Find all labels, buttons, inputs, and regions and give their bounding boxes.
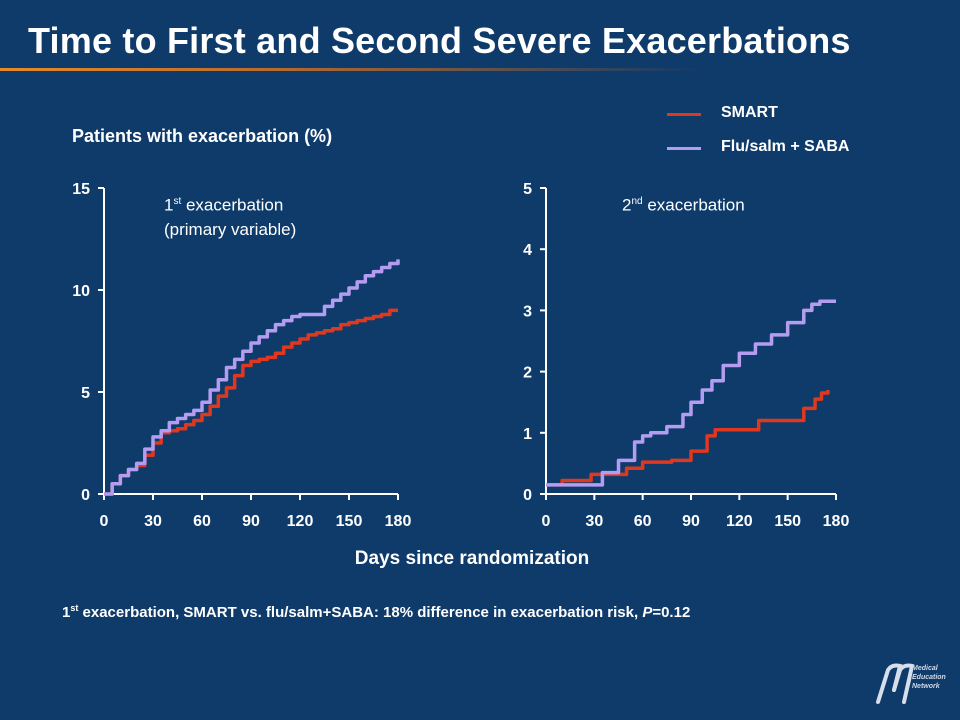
logo-line-2: Education bbox=[912, 674, 946, 681]
medical-education-network-logo bbox=[876, 663, 915, 704]
slide-title: Time to First and Second Severe Exacerba… bbox=[28, 20, 851, 61]
y-tick-label-second: 4 bbox=[523, 242, 532, 259]
logo-text: Medical Education Network bbox=[912, 664, 946, 691]
legend-label-smart: SMART bbox=[721, 104, 778, 121]
x-tick-label-second: 90 bbox=[682, 513, 700, 530]
series-line-first-flu-salm bbox=[104, 259, 400, 496]
panel-label-first: 1st exacerbation (primary variable) bbox=[164, 190, 296, 242]
title-underline bbox=[0, 68, 700, 71]
x-tick-label-first: 90 bbox=[242, 513, 260, 530]
x-tick-label-second: 0 bbox=[542, 513, 551, 530]
x-tick-label-first: 150 bbox=[336, 513, 363, 530]
x-tick-label-second: 150 bbox=[774, 513, 801, 530]
x-tick-label-second: 180 bbox=[823, 513, 850, 530]
panel-label-second: 2nd exacerbation bbox=[622, 190, 745, 218]
footnote-pvalue: =0.12 bbox=[652, 604, 691, 621]
y-axis-label: Patients with exacerbation (%) bbox=[72, 126, 333, 146]
series-line-second-flu-salm bbox=[546, 299, 836, 487]
series-line-first-smart bbox=[104, 308, 398, 496]
x-tick-label-first: 180 bbox=[385, 513, 412, 530]
panel-label-second-sup: nd bbox=[631, 196, 643, 207]
footnote-p: P bbox=[642, 604, 653, 621]
footnote-text: exacerbation, SMART vs. flu/salm+SABA: 1… bbox=[78, 604, 643, 621]
footnote-sup: st bbox=[70, 603, 79, 613]
logo-line-3: Network bbox=[912, 683, 940, 690]
y-tick-label-first: 5 bbox=[81, 385, 90, 402]
panel-label-second-num: 2 bbox=[622, 195, 632, 215]
legend-swatch-flu-salm bbox=[667, 147, 701, 150]
x-tick-label-second: 120 bbox=[726, 513, 753, 530]
panel-label-first-text: exacerbation bbox=[181, 195, 284, 215]
panel-label-first-line2: (primary variable) bbox=[164, 219, 297, 239]
x-tick-label-first: 120 bbox=[287, 513, 314, 530]
series-line-second-smart bbox=[546, 389, 830, 487]
logo-line-1: Medical bbox=[912, 665, 938, 672]
y-tick-label-first: 15 bbox=[72, 181, 90, 198]
legend-label-flu-salm: Flu/salm + SABA bbox=[721, 138, 850, 155]
y-tick-label-second: 5 bbox=[523, 181, 532, 198]
x-axis-label: Days since randomization bbox=[354, 548, 590, 569]
footnote: 1st exacerbation, SMART vs. flu/salm+SAB… bbox=[62, 603, 690, 621]
x-tick-label-first: 60 bbox=[193, 513, 211, 530]
x-tick-label-first: 0 bbox=[100, 513, 109, 530]
y-tick-label-first: 10 bbox=[72, 283, 90, 300]
panel-label-first-sup: st bbox=[173, 196, 182, 207]
footnote-num: 1 bbox=[62, 604, 71, 621]
y-tick-label-second: 1 bbox=[523, 426, 532, 443]
y-tick-label-second: 2 bbox=[523, 365, 532, 382]
legend-swatch-smart bbox=[667, 113, 701, 116]
y-tick-label-first: 0 bbox=[81, 487, 90, 504]
x-tick-label-second: 30 bbox=[585, 513, 603, 530]
x-tick-label-first: 30 bbox=[144, 513, 162, 530]
y-tick-label-second: 0 bbox=[523, 487, 532, 504]
panel-label-first-num: 1 bbox=[164, 195, 174, 215]
panel-label-second-text: exacerbation bbox=[642, 195, 745, 215]
y-tick-label-second: 3 bbox=[523, 303, 532, 320]
x-tick-label-second: 60 bbox=[634, 513, 652, 530]
